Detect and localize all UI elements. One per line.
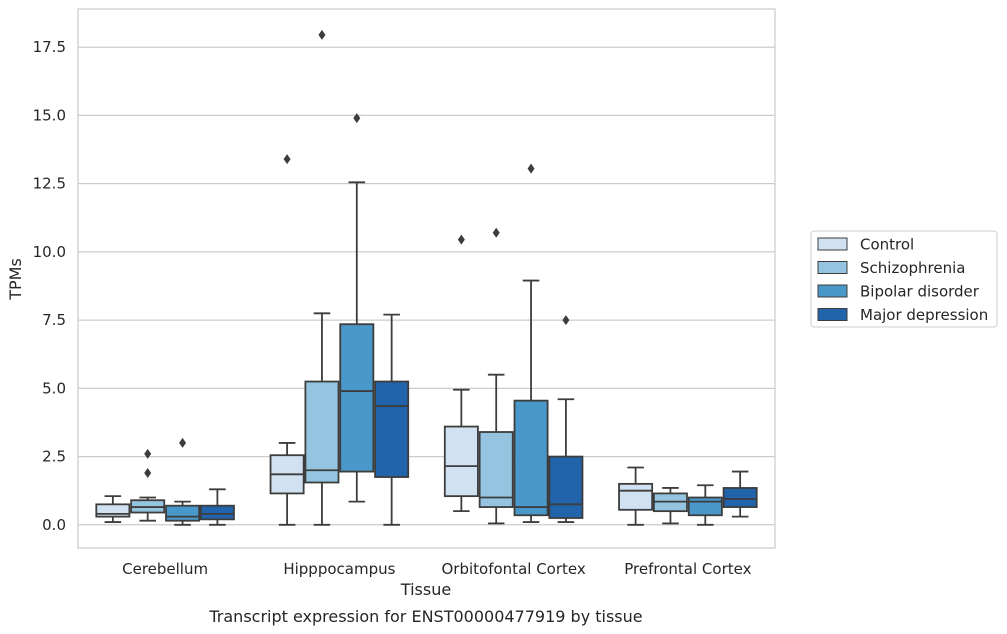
y-tick-label: 15.0 [33, 106, 66, 124]
plot-frame [77, 8, 776, 549]
legend-label: Bipolar disorder [860, 283, 980, 301]
iqr-box [687, 496, 723, 517]
box-3-1 [374, 313, 410, 526]
box-3-0 [199, 488, 235, 526]
y-tick-label: 7.5 [42, 311, 66, 329]
iqr-box [618, 482, 654, 511]
grid-lines [78, 46, 775, 526]
box-2-3 [687, 484, 723, 526]
y-tick-label: 17.5 [33, 38, 66, 56]
iqr-box [339, 323, 375, 473]
outlier-point [144, 467, 152, 478]
legend-label: Major depression [860, 306, 988, 324]
box-3-3 [722, 470, 758, 518]
outlier-point [527, 163, 535, 174]
y-tick-label: 2.5 [42, 448, 66, 466]
box-1-3 [652, 487, 688, 525]
outlier-point [144, 448, 152, 459]
legend-label: Control [860, 236, 914, 254]
box-0-2 [443, 234, 479, 513]
legend-frame [810, 230, 998, 328]
legend-swatch [817, 308, 848, 321]
outlier-point [179, 437, 187, 448]
box-2-1 [339, 113, 375, 503]
y-tick-label: 10.0 [33, 243, 66, 261]
y-tick-label: 12.5 [33, 175, 66, 193]
box-0-0 [95, 495, 131, 523]
iqr-box [374, 380, 410, 478]
iqr-box [478, 431, 514, 508]
outlier-point [457, 234, 465, 245]
y-tick-label: 0.0 [42, 516, 66, 534]
x-axis-ticks: Cerebellum Hipppocampus Orbitofontal Corte… [122, 560, 751, 578]
x-tick-label: Orbitofontal Cortex [442, 560, 586, 578]
box-0-1 [269, 154, 305, 526]
iqr-box [722, 487, 758, 508]
outlier-point [283, 154, 291, 165]
box-1-0 [130, 448, 166, 522]
outlier-point [562, 315, 570, 326]
iqr-box [304, 380, 340, 484]
box-2-2 [513, 163, 549, 523]
legend: Control Schizophrenia Bipolar disorder Majo… [810, 230, 998, 328]
iqr-box [443, 425, 479, 498]
iqr-box [513, 399, 549, 517]
iqr-box [199, 504, 235, 521]
legend-swatch [817, 284, 848, 298]
x-tick-label: Hipppocampus [283, 560, 395, 578]
box-2-0 [165, 437, 201, 526]
x-tick-label: Prefrontal Cortex [624, 560, 751, 578]
box-1-2 [478, 227, 514, 525]
outlier-point [492, 227, 500, 238]
iqr-box [548, 455, 584, 519]
x-axis-label: Tissue [400, 580, 451, 599]
iqr-box [165, 504, 201, 522]
legend-label: Schizophrenia [860, 259, 965, 277]
chart-caption: Transcript expression for ENST0000047791… [208, 607, 642, 626]
box-3-2 [548, 315, 584, 523]
y-axis-ticks: 0.0 2.5 5.0 7.5 10.0 12.5 15.0 17.5 [33, 38, 66, 534]
outlier-point [318, 29, 326, 40]
x-tick-label: Cerebellum [122, 560, 208, 578]
y-axis-label: TPMs [6, 258, 25, 301]
legend-swatch [817, 237, 848, 251]
legend-swatch [817, 261, 848, 274]
box-plot-marks [95, 29, 758, 526]
y-tick-label: 5.0 [42, 379, 66, 397]
box-0-3 [618, 466, 654, 526]
box-1-1 [304, 29, 340, 526]
outlier-point [353, 113, 361, 124]
